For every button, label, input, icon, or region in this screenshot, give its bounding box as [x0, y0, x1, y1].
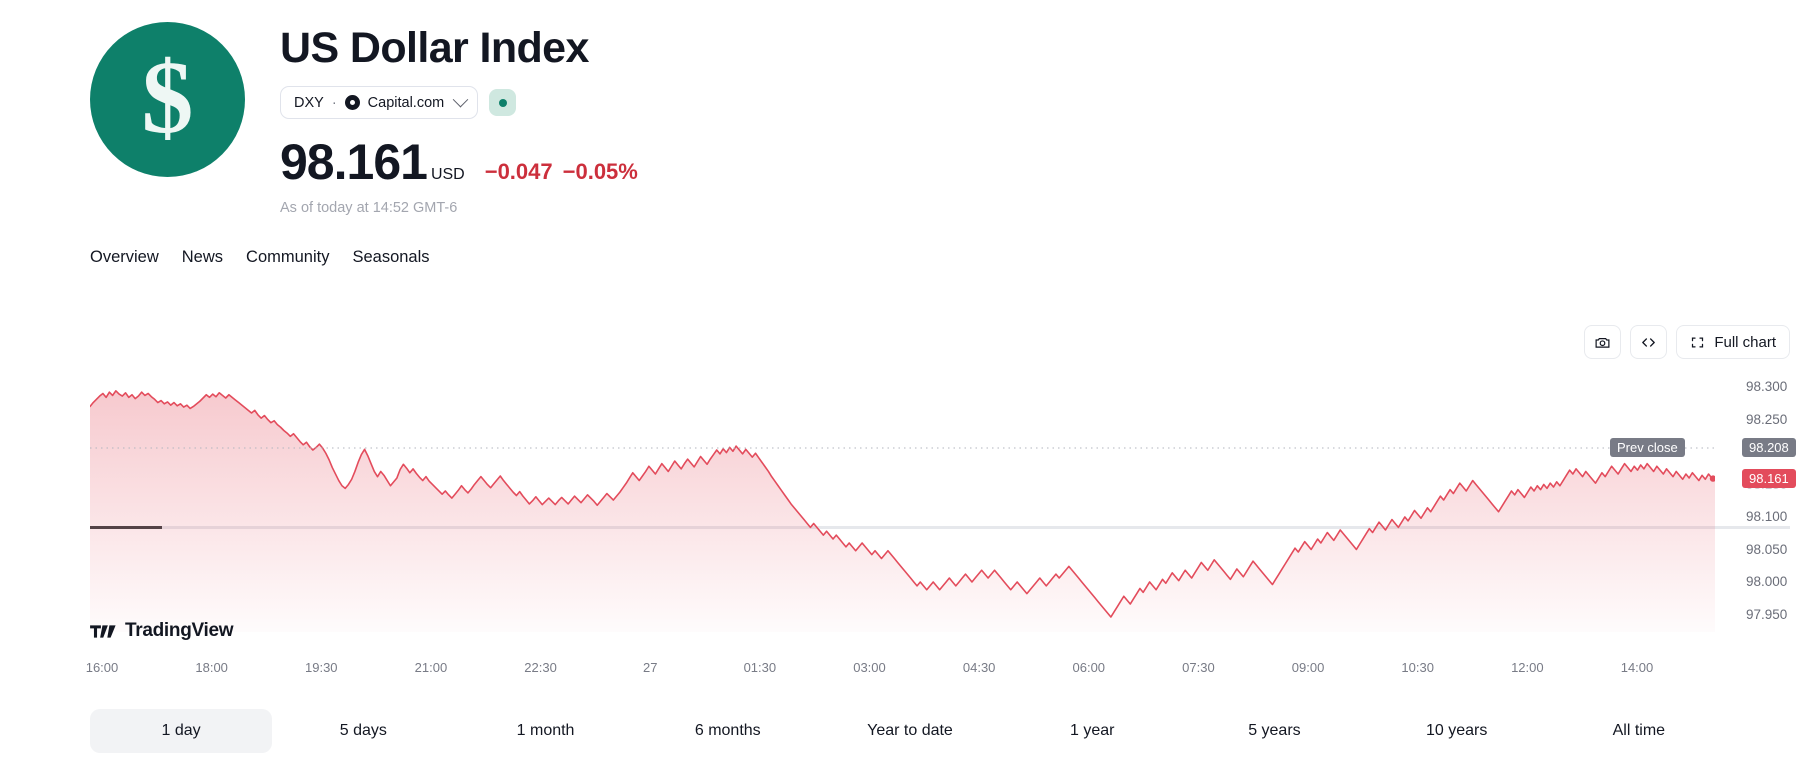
price-row: 98.161 USD −0.047 −0.05% [280, 133, 638, 191]
last-price-badge: 98.161 [1742, 468, 1796, 488]
x-axis-tick-label: 21:00 [414, 660, 448, 675]
x-axis-tick-label: 14:00 [1620, 660, 1654, 675]
as-of-timestamp: As of today at 14:52 GMT-6 [280, 200, 458, 217]
capital-com-icon [344, 95, 360, 111]
x-axis-tick-label: 16:00 [85, 660, 119, 675]
separator-dot: · [331, 94, 337, 111]
price-change: −0.047 [484, 159, 553, 185]
y-axis-tick-label: 98.050 [1746, 541, 1788, 557]
chevron-down-icon [452, 92, 469, 108]
dollar-icon: $ [90, 22, 245, 177]
x-axis-tick-label: 09:00 [1291, 660, 1325, 675]
x-axis-tick-label: 04:30 [962, 660, 996, 675]
tab-news[interactable]: News [181, 248, 224, 266]
last-price: 98.161 [280, 134, 428, 191]
range-button-year-to-date[interactable]: Year to date [867, 722, 953, 739]
tab-overview[interactable]: Overview [90, 248, 159, 266]
tradingview-logo-icon [90, 624, 116, 638]
dollar-glyph: $ [141, 39, 194, 155]
x-axis-tick-label: 22:30 [524, 660, 557, 675]
x-axis-tick-label: 01:30 [743, 660, 777, 675]
x-axis-tick-label: 07:30 [1182, 660, 1215, 675]
range-button-5-years[interactable]: 5 years [1248, 722, 1301, 739]
embed-code-button[interactable] [1630, 325, 1668, 359]
tab-seasonals[interactable]: Seasonals [352, 248, 430, 266]
x-axis-tick-label: 27 [642, 660, 658, 675]
range-button-10-years[interactable]: 10 years [1425, 722, 1488, 739]
tradingview-label: TradingView [125, 620, 234, 641]
status-dot-icon [498, 98, 507, 107]
price-axis: 97.95098.00098.05098.10098.15098.20098.2… [1728, 372, 1818, 632]
snapshot-button[interactable] [1584, 325, 1622, 359]
range-button-1-month[interactable]: 1 month [516, 722, 575, 739]
tab-list: Overview News Community Seasonals [90, 248, 1790, 278]
y-axis-tick-label: 97.950 [1746, 606, 1788, 622]
tradingview-watermark: TradingView [90, 620, 234, 642]
market-status-badge[interactable] [489, 89, 517, 117]
x-axis-tick-label: 10:30 [1401, 660, 1434, 675]
range-button-1-day[interactable]: 1 day [90, 709, 273, 753]
range-button-5-days[interactable]: 5 days [339, 722, 387, 739]
full-chart-button[interactable]: Full chart [1676, 325, 1790, 359]
tab-community[interactable]: Community [246, 248, 330, 266]
fullscreen-icon [1692, 337, 1704, 347]
x-axis-tick-label: 03:00 [853, 660, 886, 675]
instrument-meta: DXY · Capital.com [280, 86, 638, 120]
section-tabs: Overview News Community Seasonals [90, 248, 1790, 529]
chart-toolbar: Full chart [1584, 325, 1790, 359]
x-axis-tick-label: 06:00 [1072, 660, 1106, 675]
y-axis-tick-label: 98.250 [1746, 411, 1788, 427]
prev-close-tag: Prev close [1610, 438, 1685, 458]
camera-icon [1595, 337, 1610, 348]
instrument-header: $ US Dollar Index DXY · Capital.com 98.1… [90, 10, 1790, 225]
range-button-6-months[interactable]: 6 months [694, 722, 761, 739]
page-title: US Dollar Index [280, 24, 589, 72]
price-change-percent: −0.05% [562, 159, 638, 185]
chart-canvas [90, 390, 1715, 632]
header-details: US Dollar Index DXY · Capital.com 98.161… [280, 10, 638, 216]
range-button-1-year[interactable]: 1 year [1069, 722, 1115, 739]
y-axis-tick-label: 98.100 [1746, 509, 1788, 525]
y-axis-tick-label: 98.000 [1746, 574, 1788, 590]
range-selector: 1 day 5 days 1 month 6 months Year to date 1 … [90, 709, 1730, 753]
symbol-source-selector[interactable]: DXY · Capital.com [280, 86, 479, 120]
full-chart-label: Full chart [1714, 333, 1776, 351]
price-chart[interactable] [90, 372, 1715, 632]
data-source-label: Capital.com [367, 94, 445, 111]
instrument-logo: $ [90, 22, 245, 177]
range-button-all-time[interactable]: All time [1612, 722, 1666, 739]
code-icon [1642, 337, 1656, 347]
x-axis-tick-label: 18:00 [195, 660, 228, 675]
time-axis: 16:00 18:00 19:30 21:00 22:30 27 01:30 03:00 04:… [0, 660, 1820, 686]
y-axis-tick-label: 98.300 [1746, 379, 1788, 395]
prev-close-price-badge: 98.208 [1742, 438, 1796, 458]
x-axis-tick-label: 19:30 [305, 660, 338, 675]
tab-underline-track [90, 526, 1790, 529]
price-currency: USD [430, 166, 465, 184]
ticker-symbol: DXY [294, 94, 324, 111]
x-axis-tick-label: 12:00 [1511, 660, 1544, 675]
